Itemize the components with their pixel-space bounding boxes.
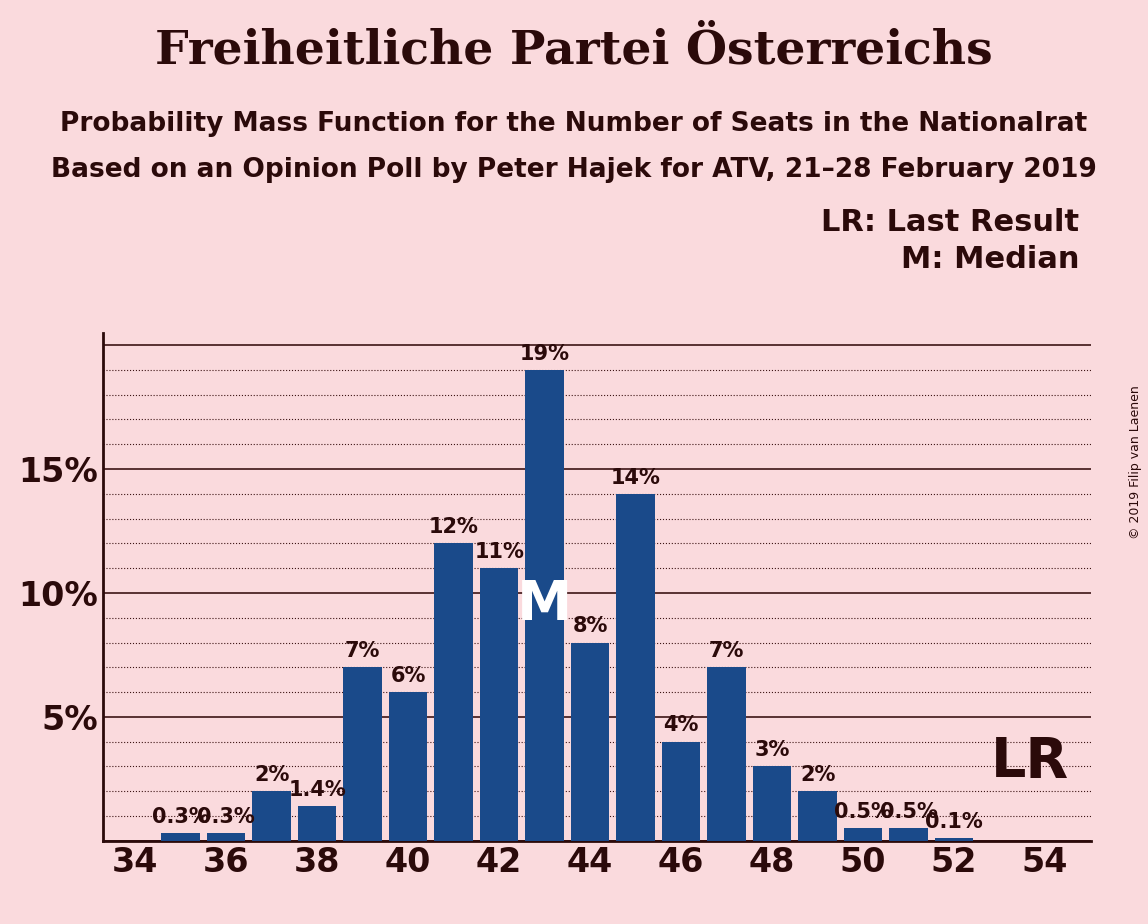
Text: 2%: 2% (254, 765, 289, 785)
Bar (389, 692, 427, 841)
Bar (343, 667, 382, 841)
Text: 14%: 14% (611, 468, 660, 488)
Text: Freiheitliche Partei Österreichs: Freiheitliche Partei Österreichs (155, 28, 993, 74)
Bar (753, 767, 791, 841)
Bar (934, 838, 974, 841)
Text: 0.5%: 0.5% (879, 802, 938, 822)
Bar (571, 642, 610, 841)
Text: Based on an Opinion Poll by Peter Hajek for ATV, 21–28 February 2019: Based on an Opinion Poll by Peter Hajek … (51, 157, 1097, 183)
Text: M: M (517, 578, 572, 632)
Bar (434, 543, 473, 841)
Text: 7%: 7% (344, 641, 380, 661)
Text: Probability Mass Function for the Number of Seats in the Nationalrat: Probability Mass Function for the Number… (61, 111, 1087, 137)
Text: © 2019 Filip van Laenen: © 2019 Filip van Laenen (1130, 385, 1142, 539)
Bar (844, 829, 883, 841)
Text: 19%: 19% (520, 344, 569, 364)
Bar (253, 791, 290, 841)
Bar (162, 833, 200, 841)
Text: 11%: 11% (474, 542, 525, 562)
Text: LR: LR (991, 735, 1069, 788)
Bar (707, 667, 746, 841)
Text: 0.3%: 0.3% (197, 808, 255, 827)
Text: 3%: 3% (754, 740, 790, 760)
Text: 7%: 7% (709, 641, 744, 661)
Text: 6%: 6% (390, 666, 426, 686)
Bar (207, 833, 246, 841)
Text: 0.5%: 0.5% (835, 802, 892, 822)
Text: 0.1%: 0.1% (925, 812, 983, 833)
Bar (480, 568, 519, 841)
Bar (526, 370, 564, 841)
Text: 2%: 2% (800, 765, 836, 785)
Bar (297, 806, 336, 841)
Bar (616, 493, 656, 841)
Text: 4%: 4% (664, 715, 699, 736)
Text: 8%: 8% (573, 616, 607, 637)
Text: 0.3%: 0.3% (152, 808, 210, 827)
Text: LR: Last Result: LR: Last Result (821, 208, 1079, 237)
Text: M: Median: M: Median (901, 245, 1079, 274)
Bar (798, 791, 837, 841)
Text: 1.4%: 1.4% (288, 780, 346, 800)
Bar (890, 829, 928, 841)
Bar (661, 742, 700, 841)
Text: 12%: 12% (428, 517, 479, 537)
